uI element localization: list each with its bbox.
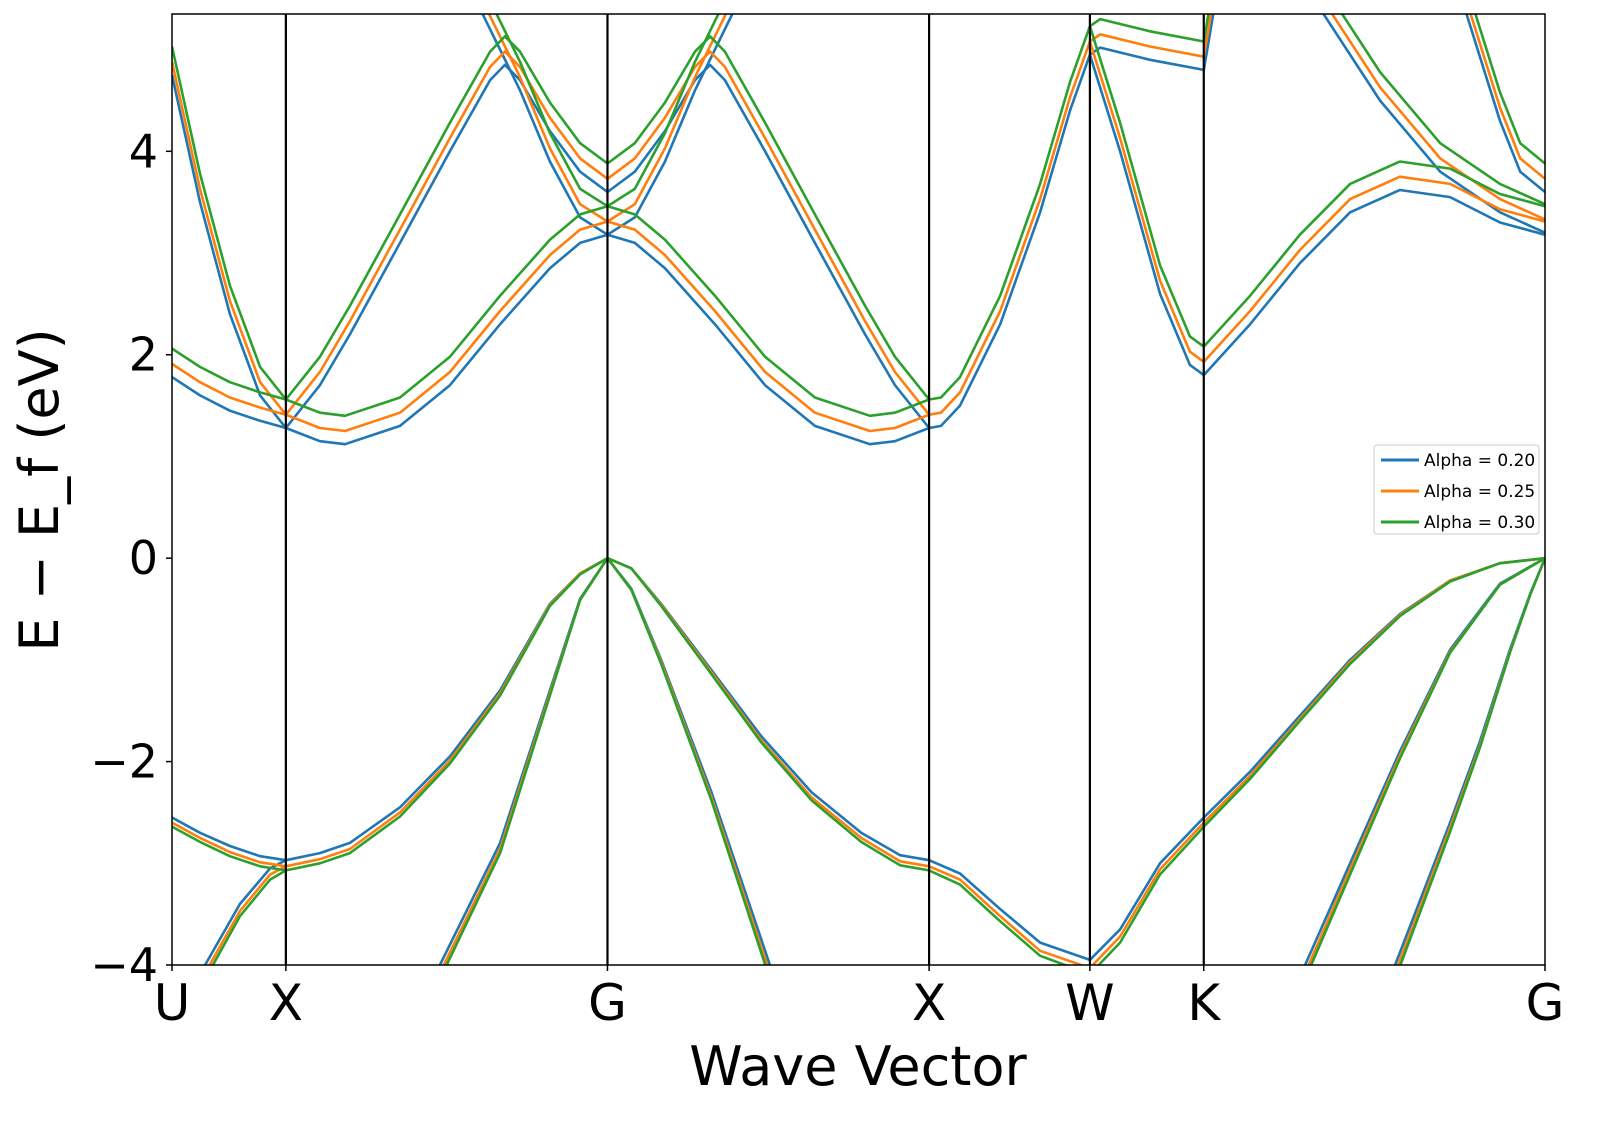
x-tick-label: K: [1187, 974, 1221, 1032]
band-line-c_kg_desc2: [1474, 14, 1545, 165]
band-line-v_light_gx: [606, 557, 767, 965]
x-tick-label: X: [269, 974, 303, 1032]
band-line-c_xg_hump: [285, 233, 608, 446]
band-line-v_kg_a: [1307, 557, 1545, 965]
band-line-c_xg_hump: [285, 220, 608, 433]
y-axis: −4 −2 0 2 4: [90, 124, 172, 992]
band-line-c_gx_steep: [606, 14, 734, 236]
y-tick-label: −2: [90, 735, 158, 789]
legend-label: Alpha = 0.30: [1424, 513, 1535, 533]
band-line-c_kg_desc1: [1330, 14, 1545, 221]
band-line-c_xg_peak: [284, 63, 609, 429]
band-line-v_heavy: [172, 556, 1545, 962]
band-line-c_ux_steep: [172, 46, 287, 401]
band-line-c_wk_down: [1088, 54, 1205, 377]
band-line-c_xg_peak: [284, 35, 609, 401]
band-line-c_gx_hump: [607, 204, 930, 418]
band-line-v_heavy: [172, 556, 1545, 965]
x-tick-label: G: [1526, 974, 1565, 1032]
y-axis-label: E − E_f (eV): [8, 328, 71, 651]
series-3: [172, 14, 1545, 965]
band-line-c_xg_hump: [285, 204, 608, 418]
band-line-v_light_gx: [606, 557, 769, 965]
band-line-c_gx_peak: [606, 63, 931, 429]
band-line-c_kg_desc2: [1465, 14, 1545, 194]
y-tick-label: 0: [129, 531, 158, 585]
band-line-c_xw: [928, 54, 1092, 430]
band-line-v_heavy: [172, 556, 1545, 965]
band-line-v_light_xg: [438, 557, 609, 965]
band-line-v_kg_a: [1303, 557, 1545, 965]
band-line-c_kg: [1202, 175, 1545, 363]
band-line-c_ux_low: [172, 362, 287, 416]
band-line-c_gx_peak: [606, 50, 931, 416]
band-line-c_xg_peak: [284, 50, 609, 416]
series-1: [172, 14, 1545, 965]
band-line-c_xw: [928, 25, 1092, 401]
band-line-c_gx_hump: [607, 220, 930, 433]
band-line-c_wk_flat: [1089, 32, 1205, 58]
band-line-c_wk_flat: [1089, 46, 1205, 72]
band-line-c_xg_steep: [487, 14, 609, 223]
x-tick-label: U: [154, 974, 191, 1032]
band-line-c_gx_steep: [606, 14, 720, 208]
y-tick-label: 4: [129, 124, 158, 178]
legend-label: Alpha = 0.20: [1424, 451, 1535, 471]
x-tick-label: G: [588, 974, 627, 1032]
band-line-v_kg_b: [1399, 557, 1545, 965]
band-line-c_wk_flat: [1089, 17, 1205, 43]
band-line-c_k_up: [1202, 14, 1215, 71]
band-line-c_gx_hump: [607, 233, 930, 446]
y-tick-label: −4: [90, 938, 158, 992]
band-line-c_wk_down: [1088, 41, 1205, 363]
band-line-v_light_ux: [211, 869, 287, 965]
legend-box: [1373, 444, 1540, 535]
band-line-c_wk_down: [1088, 25, 1205, 348]
band-line-c_kg: [1202, 160, 1545, 348]
x-tick-label: X: [912, 974, 946, 1032]
band-line-c_gx_peak: [606, 35, 931, 401]
plot-frame: [171, 13, 1546, 966]
band-line-c_gx_steep: [606, 14, 728, 223]
band-line-c_ux_low: [172, 347, 287, 401]
legend: Alpha = 0.20 Alpha = 0.25 Alpha = 0.30: [1373, 444, 1540, 535]
band-line-c_ux_steep: [172, 61, 287, 416]
bands-layer: [172, 14, 1545, 965]
band-line-v_kg_a: [1309, 557, 1545, 965]
x-axis-label: Wave Vector: [689, 1035, 1027, 1098]
band-line-c_ux_steep: [172, 74, 287, 429]
y-tick-label: 2: [129, 328, 158, 382]
legend-label: Alpha = 0.25: [1424, 482, 1535, 502]
band-line-c_kg_desc2: [1469, 14, 1545, 180]
band-line-v_light_ux: [208, 865, 287, 965]
band-line-c_k_up: [1202, 14, 1213, 57]
band-line-c_kg_desc1: [1340, 14, 1545, 206]
series-2: [172, 14, 1545, 965]
band-line-c_xg_steep: [495, 14, 609, 208]
band-line-c_xg_steep: [481, 14, 609, 236]
x-tick-label: W: [1065, 974, 1114, 1032]
band-line-c_kg_desc1: [1321, 14, 1545, 234]
band-line-c_k_up: [1202, 14, 1210, 42]
band-line-c_xw: [928, 41, 1092, 416]
band-line-c_ux_low: [172, 376, 287, 430]
band-line-v_light_xg: [445, 557, 609, 965]
high-symmetry-lines: [284, 14, 1205, 965]
band-line-c_kg: [1202, 188, 1545, 376]
band-line-v_light_xg: [442, 557, 609, 965]
